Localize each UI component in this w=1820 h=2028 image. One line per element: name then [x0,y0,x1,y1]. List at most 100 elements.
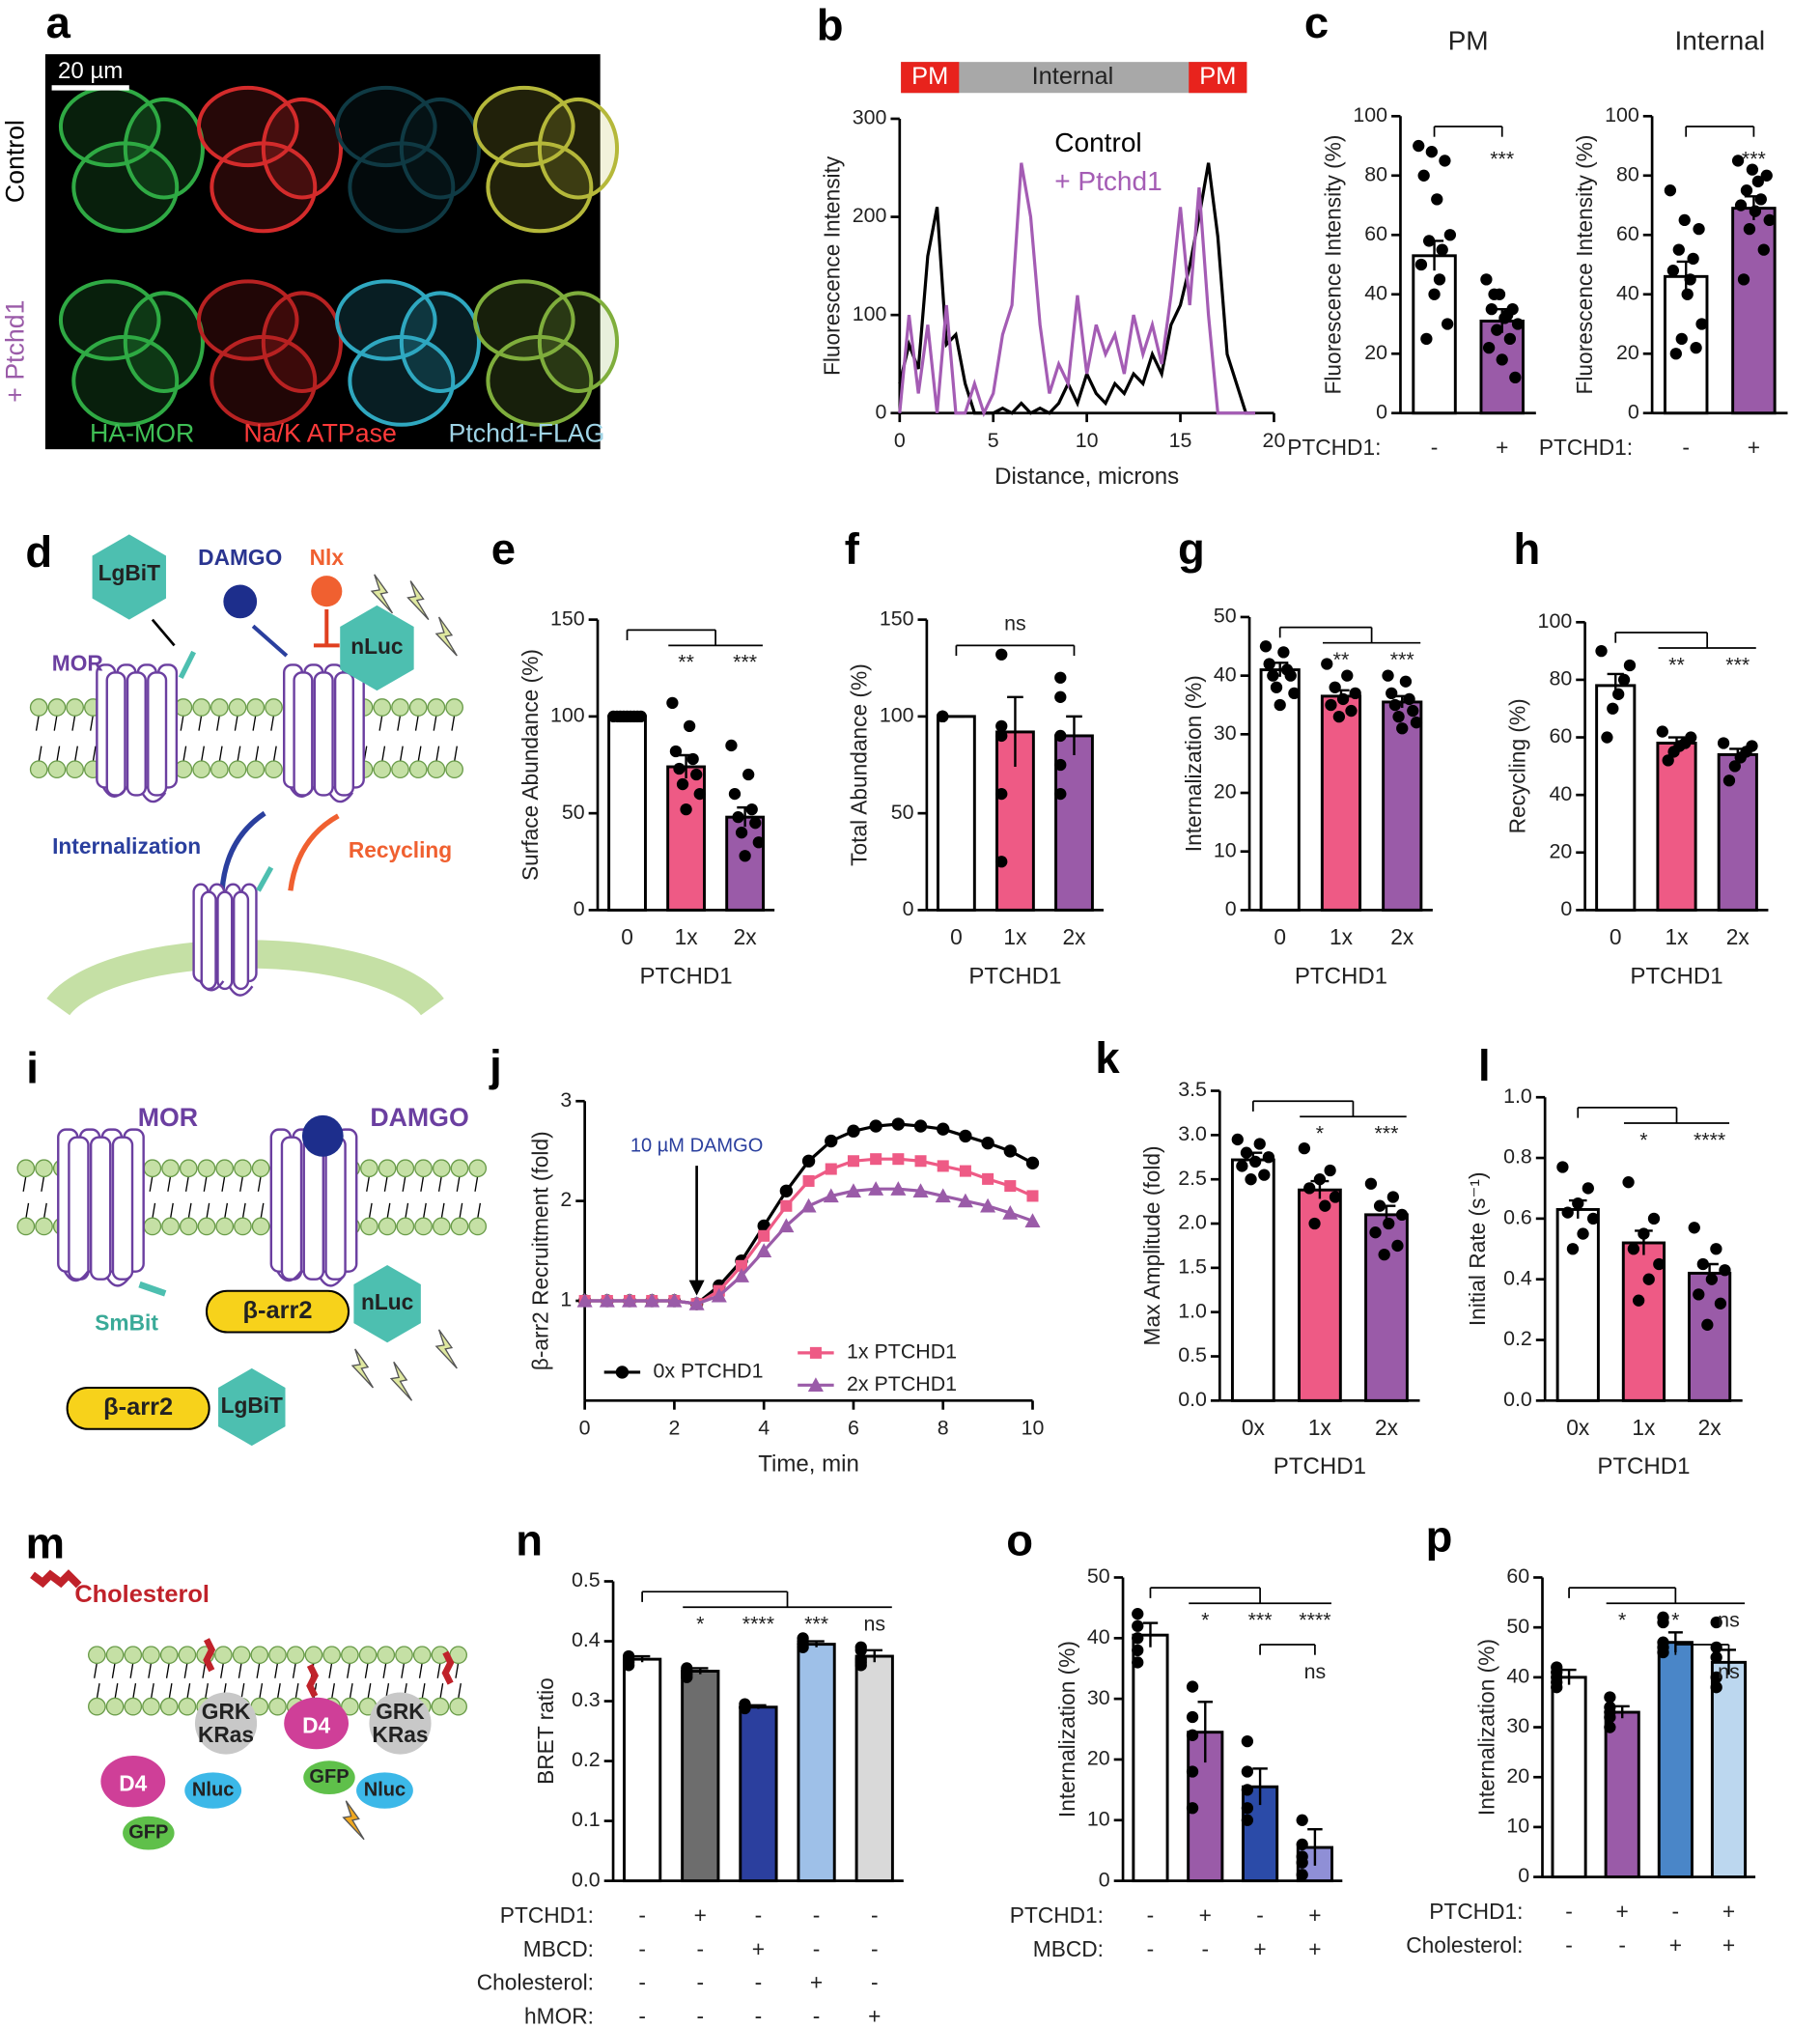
x-tick-label: 2x [734,924,758,949]
panel-letter: e [491,524,516,574]
significance: * [696,1613,704,1636]
data-point [995,648,1008,661]
marker [982,1172,994,1185]
significance: ns [1718,1609,1740,1632]
y-tick-label: 0 [903,897,914,920]
data-point [854,1644,867,1656]
data-point [1054,671,1067,684]
data-point [1604,1691,1616,1704]
tag [256,865,274,892]
cholesterol [30,1569,82,1589]
bar [1320,694,1362,912]
data-point [995,729,1008,743]
row-label: Control [1,120,30,203]
panel-letter: c [1304,0,1329,47]
condition-mark: + [1748,435,1760,460]
condition-mark: + [1496,435,1508,460]
y-tick-label: 40 [1549,782,1572,805]
condition-mark: + [1253,1936,1266,1961]
data-point [725,739,738,752]
marker [599,1292,615,1308]
data-point [1413,139,1425,153]
marker [937,1160,949,1172]
bar [1656,742,1697,912]
condition-mark: + [1722,1932,1735,1958]
data-point [1382,669,1394,682]
lipid-tail [474,1175,479,1192]
lipid-tail [240,1682,245,1700]
light [406,580,430,621]
lipid-head [179,1217,198,1236]
lipid-head [431,1697,450,1716]
y-tick-label: 1.5 [1178,1254,1207,1278]
data-point [1296,1869,1308,1881]
lipid-tail [198,715,203,731]
diagram-label: LgBiT [221,1393,283,1418]
marker [778,1218,795,1233]
diagram-label: GRK [202,1699,251,1724]
lipid-tail [405,1202,409,1219]
micrograph-cells [58,85,696,427]
significance: **** [1299,1609,1330,1632]
x-tick-label: 2x [1062,924,1086,949]
lipid-tail [414,715,419,731]
y-axis-label: Internalization (%) [1181,675,1206,852]
data-point [1422,235,1436,247]
condition-mark: - [1682,435,1690,460]
light [389,1361,413,1401]
data-point [1501,309,1514,322]
marker [779,1184,794,1197]
data-point [1417,169,1430,182]
y-tick-label: 3.5 [1178,1078,1207,1101]
data-point [621,710,633,723]
lipid-tail [402,1175,406,1192]
lipid-tail [129,1662,134,1678]
data-point [1054,729,1067,743]
condition-mark: + [752,1936,765,1961]
data-point [683,719,696,733]
condition-mark: + [1199,1902,1212,1928]
data-point [1378,1248,1390,1261]
loop [63,1270,131,1287]
data-point [1336,692,1350,706]
lipid-head [143,1217,162,1236]
arrowhead [688,1280,705,1296]
marker [1024,1213,1041,1227]
y-axis-label: Fluorescence Intensity (%) [1572,135,1597,395]
lipid-head [105,1697,125,1716]
lipid-head [161,1217,180,1236]
lipid-tail [260,1202,265,1219]
data-point [1186,1680,1199,1693]
data-point [1722,775,1736,787]
data-point [1737,273,1750,286]
diagram-label: DAMGO [198,545,282,570]
data-point [1604,1711,1616,1724]
helix [280,1136,303,1281]
data-point [1420,332,1433,346]
panel-letter: f [845,524,860,574]
panel-letter: b [817,0,844,49]
significance: ** [1668,653,1685,676]
tag [178,650,197,679]
data-point [1319,1199,1331,1212]
cell [473,279,575,361]
x-tick-label: 1x [675,924,699,949]
lipid-head [268,1697,287,1716]
lipid-head [304,1646,323,1665]
data-point [1623,659,1637,672]
y-axis-label: β-arr2 Recruitment (fold) [528,1131,553,1370]
data-point [1714,1297,1727,1310]
data-point [1586,1212,1600,1225]
data-point [1369,1226,1382,1239]
lipid-tail [455,1662,460,1678]
lipid-tail [349,1682,353,1700]
condition-mark: - [1565,1932,1573,1958]
cell [123,97,205,200]
y-tick-label: 0.0 [1178,1388,1207,1411]
data-point [1414,258,1428,271]
x-axis-label: PTCHD1 [639,963,732,989]
y-tick-label: 100 [880,704,914,727]
lipid-head [178,1646,197,1665]
diagram-label: MOR [138,1103,198,1132]
data-point [1341,669,1354,682]
